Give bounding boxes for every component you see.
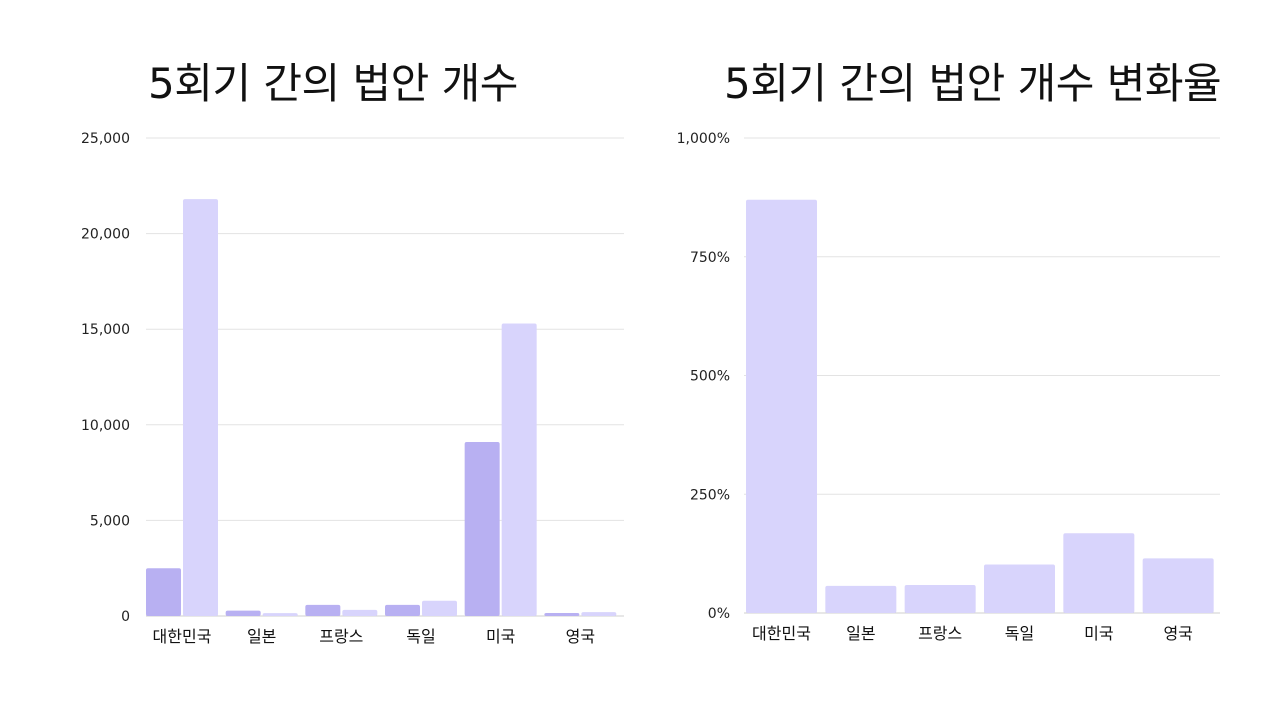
y-tick-label: 0%	[708, 606, 730, 622]
bar	[984, 564, 1055, 613]
chart-title: 5회기 간의 법안 개수 변화율	[724, 59, 1222, 108]
bar	[146, 568, 181, 616]
y-tick-label: 750%	[690, 250, 730, 266]
bar	[825, 585, 897, 613]
bar	[1063, 533, 1135, 613]
y-tick-label: 0	[121, 609, 130, 625]
bill-count-chart: 5회기 간의 법안 개수 0 5,000 10,000 15,000 20,000 25,…	[81, 59, 624, 646]
x-category-label: 일본	[846, 624, 875, 643]
bill-change-rate-plot: 0% 250% 500% 750% 1,000% 대한민국 일본 프랑스 독일 미국 영국	[677, 131, 1220, 643]
y-tick-label: 20,000	[81, 227, 130, 243]
y-tick-label: 10,000	[81, 418, 130, 434]
x-category-label: 일본	[247, 627, 276, 646]
bar	[342, 609, 378, 616]
bar	[422, 600, 457, 616]
x-category-label: 대한민국	[752, 624, 811, 643]
chart-title: 5회기 간의 법안 개수	[148, 59, 518, 108]
bar	[581, 612, 617, 616]
y-tick-label: 5,000	[90, 513, 130, 529]
y-tick-label: 500%	[690, 369, 730, 385]
y-tick-label: 15,000	[81, 322, 130, 338]
x-category-label: 독일	[406, 627, 435, 646]
y-tick-label: 1,000%	[677, 131, 730, 147]
bar	[746, 199, 817, 613]
bar	[904, 584, 976, 613]
x-category-label: 프랑스	[918, 624, 962, 643]
x-category-label: 독일	[1005, 624, 1034, 643]
y-tick-label: 250%	[690, 487, 730, 503]
x-category-label: 대한민국	[153, 627, 212, 646]
bar	[464, 442, 500, 616]
x-category-label: 프랑스	[319, 627, 363, 646]
bar	[501, 323, 537, 616]
bar	[225, 610, 261, 616]
bar	[1142, 558, 1214, 613]
y-tick-label: 25,000	[81, 131, 130, 147]
bar	[305, 604, 341, 616]
x-category-label: 영국	[1163, 624, 1192, 643]
x-category-label: 미국	[1084, 624, 1113, 643]
bar	[385, 604, 420, 616]
bar	[544, 612, 580, 616]
bill-change-rate-chart: 5회기 간의 법안 개수 변화율 0% 250% 500% 750% 1,000% 대한민…	[640, 0, 1280, 720]
bar	[183, 199, 218, 616]
bill-count-plot: 0 5,000 10,000 15,000 20,000 25,000 대한민국 일본 프랑스 독…	[81, 131, 624, 646]
x-category-label: 미국	[486, 627, 515, 646]
bar	[262, 613, 298, 616]
x-category-label: 영국	[566, 627, 595, 646]
